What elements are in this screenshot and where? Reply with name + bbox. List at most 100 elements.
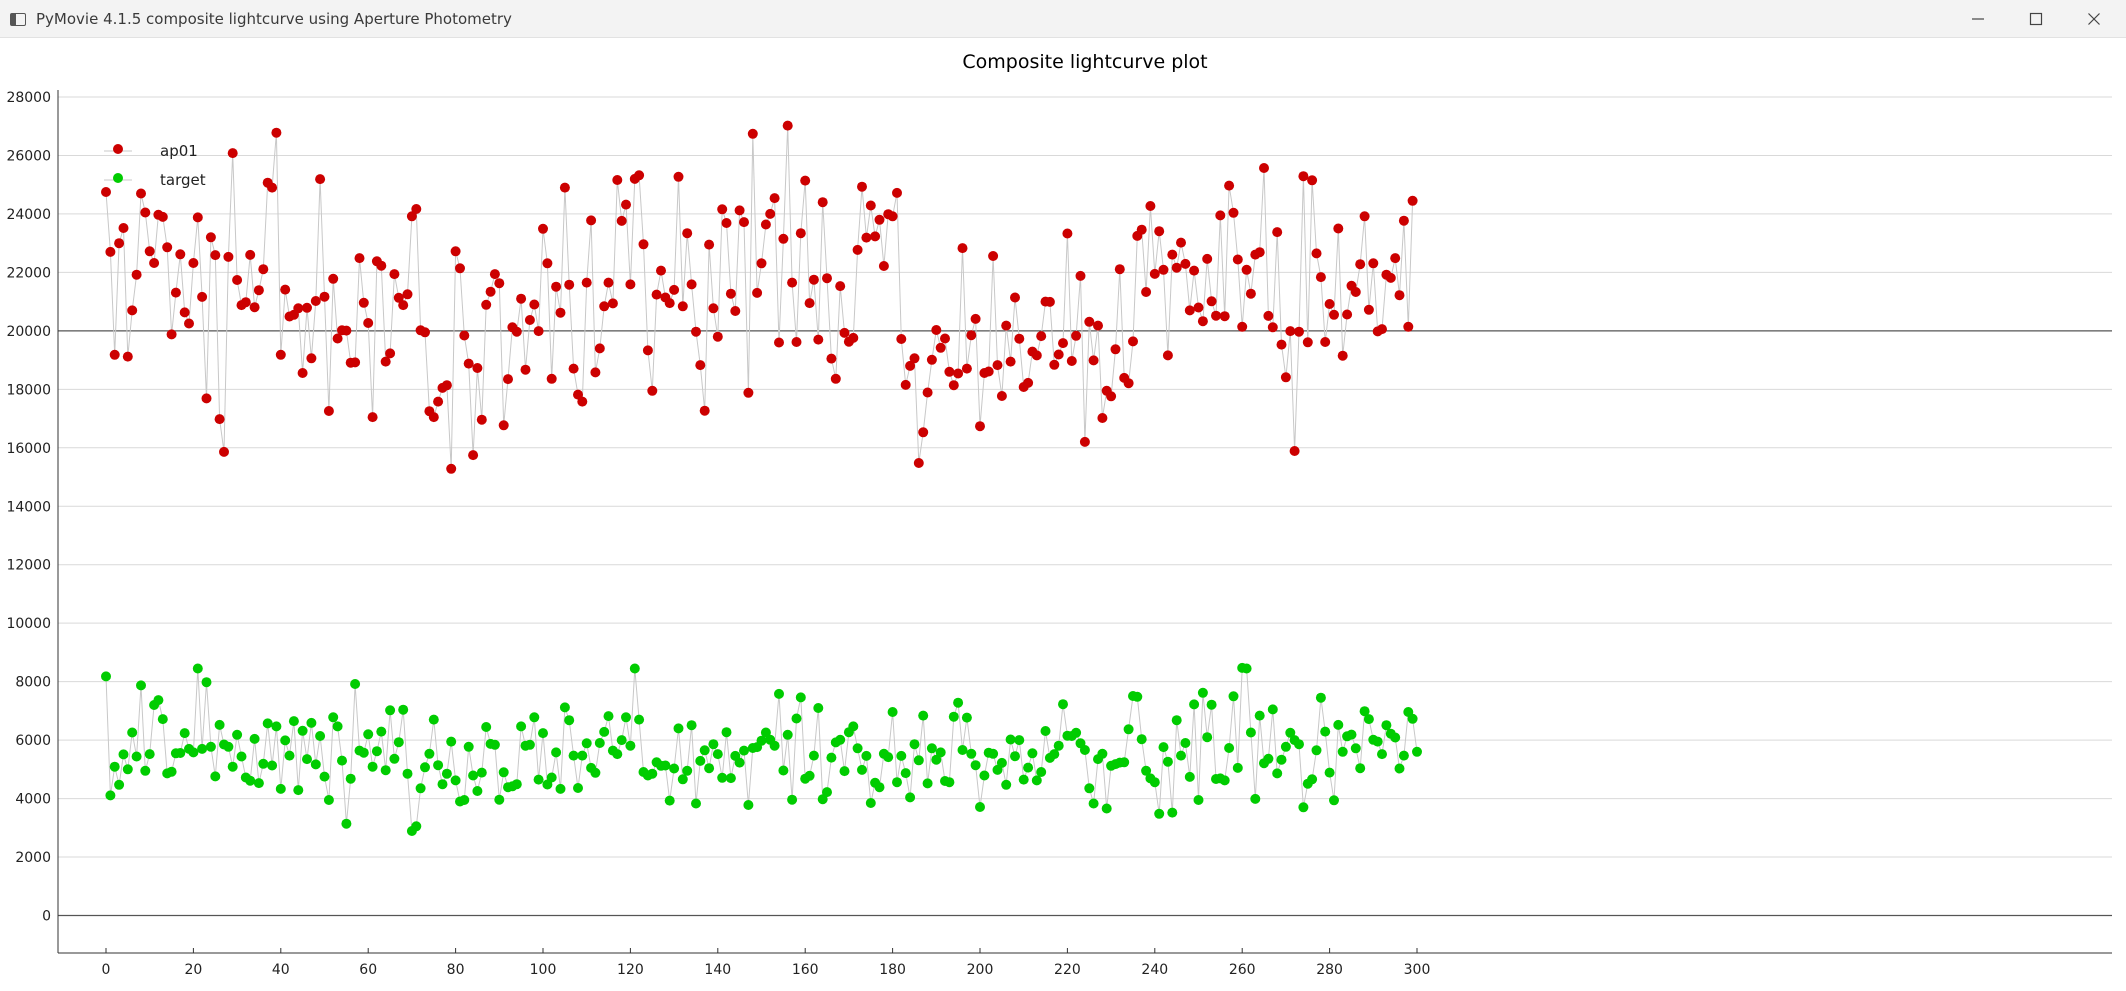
data-point-target [568,750,579,761]
data-point-target [157,714,168,725]
data-point-ap01 [603,277,614,288]
data-point-target [1320,726,1331,737]
data-point-ap01 [1403,321,1414,332]
data-point-ap01 [170,287,181,298]
data-point-target [551,747,562,758]
data-point-target [284,750,295,761]
data-point-ap01 [101,187,111,197]
data-point-target [1154,808,1165,819]
data-point-ap01 [625,279,636,290]
close-button[interactable] [2065,0,2123,38]
data-point-ap01 [332,333,343,344]
data-point-target [411,821,422,832]
data-point-target [922,778,933,789]
data-point-target [288,716,299,727]
data-point-ap01 [913,458,924,468]
data-point-target [699,745,710,756]
data-point-target [332,721,343,732]
data-point-target [931,754,942,765]
data-point-target [961,712,972,723]
data-point-target [778,765,789,776]
data-point-ap01 [210,250,221,261]
minimize-button[interactable] [1949,0,2007,38]
data-point-ap01 [1184,305,1195,316]
data-point-target [398,704,409,715]
data-point-ap01 [765,208,776,219]
data-point-target [957,745,968,755]
data-point-ap01 [350,357,361,368]
data-point-ap01 [992,360,1003,371]
data-point-ap01 [328,273,339,284]
data-point-ap01 [607,298,618,309]
data-point-ap01 [1206,296,1217,307]
data-point-target [179,728,190,739]
data-point-target [1285,727,1296,738]
data-point-target [424,748,435,759]
data-point-ap01 [1031,350,1042,361]
data-point-ap01 [1350,287,1361,297]
data-point-ap01 [1237,321,1248,332]
y-tick-label: 2000 [15,850,51,866]
data-point-target [1101,803,1112,814]
data-point-ap01 [953,368,964,379]
data-point-ap01 [1066,356,1077,366]
data-point-ap01 [179,307,190,318]
data-point-target [1014,735,1025,746]
data-point-ap01 [538,223,548,234]
data-point-ap01 [411,204,422,214]
data-point-ap01 [1219,311,1230,322]
data-point-ap01 [1001,320,1012,331]
data-point-ap01 [1228,207,1239,218]
data-point-target [463,741,474,752]
data-point-ap01 [1215,210,1226,221]
data-point-target [205,741,216,752]
data-point-ap01 [1158,264,1169,275]
data-point-target [861,750,872,761]
data-point-ap01 [778,233,789,244]
data-point-target [673,723,684,734]
data-point-ap01 [406,211,417,222]
data-point-ap01 [555,307,566,318]
data-point-ap01 [275,349,286,360]
data-point-ap01 [717,204,728,215]
data-point-ap01 [677,301,688,312]
x-tick-label: 300 [1404,962,1431,978]
data-point-target [782,729,793,740]
data-point-target [1272,768,1283,779]
data-point-ap01 [302,302,312,313]
data-point-ap01 [315,174,326,185]
data-point-ap01 [1097,413,1108,423]
data-point-ap01 [948,380,959,391]
data-point-ap01 [1211,310,1221,321]
data-point-ap01 [157,211,168,222]
data-point-target [559,702,570,713]
data-point-ap01 [472,363,483,373]
data-point-ap01 [503,374,513,385]
y-tick-label: 8000 [15,675,51,691]
minimize-icon [1972,18,1984,20]
data-point-target [905,792,916,803]
data-point-target [1228,691,1239,702]
data-point-ap01 [131,269,142,280]
y-tick-label: 6000 [15,733,51,749]
data-point-target [594,738,605,748]
data-point-target [1005,734,1016,745]
maximize-button[interactable] [2007,0,2065,38]
y-tick-label: 22000 [6,265,51,281]
data-point-target [1294,739,1304,750]
data-point-target [389,753,400,764]
data-point-target [739,745,749,756]
data-point-ap01 [385,348,396,359]
data-point-ap01 [1202,253,1213,264]
data-point-target [345,773,356,784]
data-point-ap01 [747,128,758,139]
data-point-target [446,736,457,747]
data-point-target [791,713,802,724]
data-point-target [1023,762,1034,773]
data-point-ap01 [708,303,719,314]
x-tick-label: 260 [1229,962,1256,978]
data-point-target [258,758,269,769]
data-point-target [1058,699,1068,710]
data-point-ap01 [376,260,387,271]
data-point-target [555,783,566,794]
